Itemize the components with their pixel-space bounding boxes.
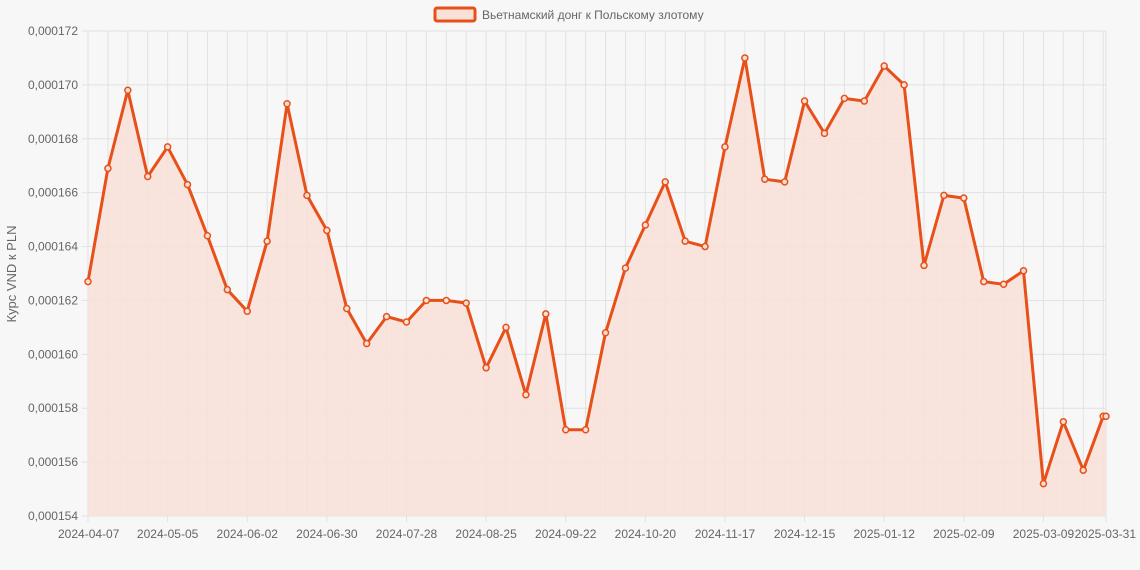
x-tick-label: 2024-09-22: [535, 527, 597, 541]
data-point[interactable]: [979, 277, 988, 286]
data-point[interactable]: [303, 191, 311, 200]
x-tick-label: 2024-07-28: [376, 527, 438, 541]
data-point[interactable]: [402, 318, 411, 326]
series-area-fill: [88, 57, 1106, 517]
data-point[interactable]: [323, 226, 331, 235]
x-tick-label: 2024-04-07: [58, 527, 120, 541]
data-point[interactable]: [800, 97, 809, 105]
y-tick-label: 0,000170: [28, 78, 78, 92]
data-point[interactable]: [1039, 479, 1048, 488]
data-point[interactable]: [482, 364, 490, 372]
data-point[interactable]: [681, 237, 689, 245]
data-point[interactable]: [920, 261, 928, 270]
data-point[interactable]: [124, 86, 132, 95]
x-tick-label: 2025-02-09: [933, 527, 995, 541]
data-point[interactable]: [641, 221, 650, 229]
y-axis-title: Курс VND к PLN: [4, 226, 19, 323]
data-point[interactable]: [223, 285, 232, 294]
data-point[interactable]: [343, 304, 351, 313]
x-axis-ticks: 2024-04-07 2024-05-05 2024-06-02 2024-06-30…: [58, 527, 1136, 541]
data-point[interactable]: [382, 312, 391, 321]
x-tick-label: 2024-08-25: [455, 527, 517, 541]
data-point[interactable]: [263, 237, 271, 245]
data-point[interactable]: [422, 296, 431, 305]
data-point[interactable]: [900, 81, 908, 89]
y-tick-label: 0,000158: [28, 401, 78, 415]
data-point[interactable]: [283, 100, 291, 108]
data-point[interactable]: [183, 180, 192, 189]
data-point[interactable]: [462, 299, 470, 307]
data-point[interactable]: [203, 232, 212, 240]
data-point[interactable]: [442, 296, 451, 305]
x-tick-label: 2024-10-20: [615, 527, 677, 541]
data-point[interactable]: [163, 143, 172, 151]
data-point[interactable]: [522, 391, 530, 399]
x-tick-label: 2024-05-05: [137, 527, 199, 541]
legend-swatch[interactable]: [433, 6, 477, 23]
data-point[interactable]: [581, 426, 590, 434]
data-point[interactable]: [1102, 412, 1110, 421]
x-tick-label: 2024-06-02: [217, 527, 279, 541]
x-tick-label: 2025-03-09: [1013, 527, 1075, 541]
data-points: [84, 54, 1110, 488]
data-point[interactable]: [780, 178, 789, 186]
data-point[interactable]: [1079, 466, 1088, 474]
data-point[interactable]: [362, 339, 371, 348]
data-point[interactable]: [243, 307, 251, 315]
y-axis-ticks: 0,000154 0,000156 0,000158 0,000160 0,000162…: [28, 24, 78, 523]
data-point[interactable]: [880, 62, 888, 70]
x-tick-label: 2025-03-31: [1075, 527, 1137, 541]
y-tick-label: 0,000168: [28, 132, 78, 146]
data-point[interactable]: [840, 94, 849, 103]
data-point[interactable]: [940, 191, 948, 200]
data-point[interactable]: [960, 194, 968, 202]
y-tick-label: 0,000162: [28, 293, 78, 307]
data-point[interactable]: [502, 323, 510, 332]
legend-label[interactable]: Вьетнамский донг к Польскому злотому: [482, 8, 704, 22]
data-point[interactable]: [661, 178, 669, 186]
data-point[interactable]: [741, 54, 749, 62]
data-point[interactable]: [1059, 417, 1068, 426]
y-tick-label: 0,000172: [28, 24, 78, 38]
x-tick-label: 2024-06-30: [296, 527, 358, 541]
x-tick-label: 2025-01-12: [854, 527, 916, 541]
y-tick-label: 0,000166: [28, 186, 78, 200]
data-point[interactable]: [601, 329, 610, 337]
y-tick-label: 0,000156: [28, 455, 78, 469]
data-point[interactable]: [621, 264, 630, 272]
data-point[interactable]: [542, 310, 550, 318]
data-point[interactable]: [761, 175, 769, 183]
x-tick-label: 2024-11-17: [695, 527, 756, 541]
y-tick-label: 0,000164: [28, 240, 78, 254]
data-point[interactable]: [860, 97, 869, 105]
data-point[interactable]: [561, 426, 570, 434]
x-tick-label: 2024-12-15: [774, 527, 836, 541]
y-tick-label: 0,000160: [28, 347, 78, 361]
data-point[interactable]: [999, 280, 1008, 289]
data-point[interactable]: [84, 277, 92, 286]
data-point[interactable]: [1019, 267, 1028, 275]
data-point[interactable]: [143, 172, 152, 181]
data-point[interactable]: [820, 129, 829, 138]
legend[interactable]: Вьетнамский донг к Польскому злотому: [433, 6, 704, 23]
data-point[interactable]: [104, 164, 112, 173]
data-point[interactable]: [721, 143, 729, 151]
data-point[interactable]: [701, 242, 709, 251]
y-tick-label: 0,000154: [28, 509, 78, 523]
